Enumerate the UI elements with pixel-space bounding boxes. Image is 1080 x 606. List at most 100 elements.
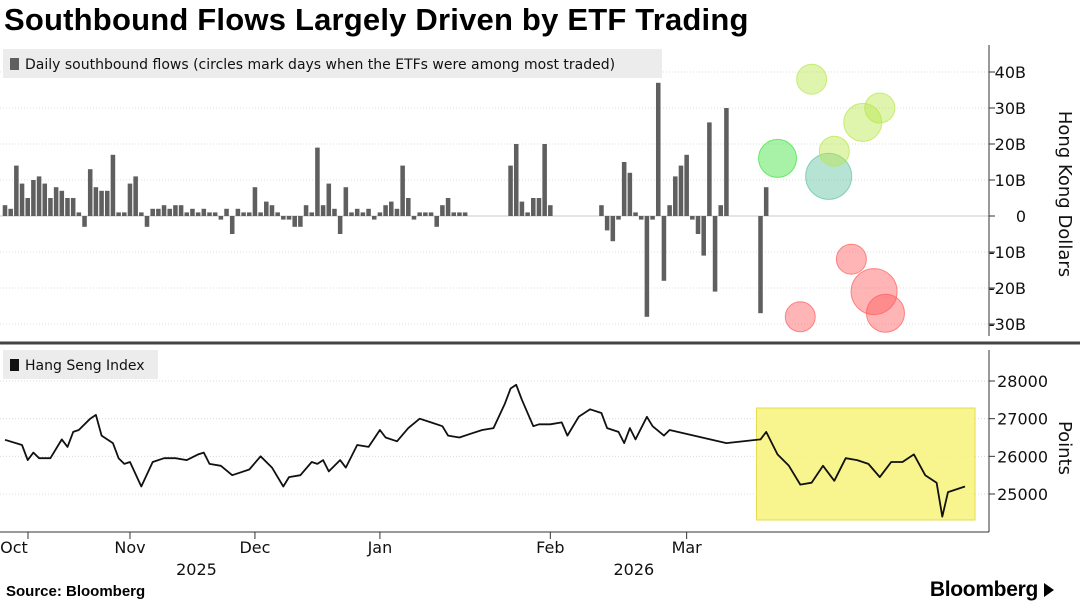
flow-bar bbox=[252, 187, 258, 216]
flow-bar bbox=[235, 208, 241, 216]
flow-bar bbox=[673, 176, 678, 216]
flow-bar bbox=[655, 82, 661, 216]
flow-bar bbox=[354, 208, 360, 216]
flow-bar bbox=[531, 198, 536, 216]
flow-bar bbox=[224, 208, 229, 216]
flow-bar bbox=[548, 205, 553, 216]
flow-bar bbox=[82, 216, 87, 227]
flow-bar bbox=[48, 198, 53, 216]
flow-bar bbox=[99, 190, 104, 216]
flow-bar bbox=[190, 208, 195, 216]
etf-circle-marker bbox=[818, 135, 850, 167]
flow-bar bbox=[457, 212, 462, 216]
flow-bar bbox=[275, 212, 280, 216]
top-legend-swatch bbox=[10, 58, 19, 70]
flow-bar bbox=[201, 208, 207, 216]
top-tick-label: 30B bbox=[995, 99, 1026, 118]
flow-bar bbox=[638, 216, 644, 220]
flow-bar bbox=[462, 212, 468, 216]
flow-bar bbox=[303, 205, 309, 216]
bottom-y-axis-label: Points bbox=[1054, 421, 1075, 475]
flow-bar bbox=[400, 165, 405, 216]
top-tick-label: -30B bbox=[989, 315, 1026, 334]
flow-bar bbox=[25, 198, 30, 216]
top-tick-label: 20B bbox=[995, 135, 1026, 154]
flow-bar bbox=[87, 169, 93, 216]
etf-circle-marker bbox=[850, 268, 898, 316]
month-label: Dec bbox=[239, 538, 270, 557]
top-tick-label: -10B bbox=[989, 243, 1026, 262]
legends: Daily southbound flows (circles mark day… bbox=[3, 49, 662, 379]
top-gridlines bbox=[0, 71, 989, 325]
flow-bar bbox=[229, 216, 235, 234]
flow-bar bbox=[110, 154, 116, 216]
etf-circle-marker bbox=[864, 92, 896, 124]
flow-bar bbox=[513, 144, 519, 216]
flow-bar bbox=[604, 216, 610, 231]
flow-bar bbox=[133, 176, 138, 216]
flow-bar bbox=[758, 216, 763, 314]
flow-bar bbox=[309, 212, 315, 216]
flow-bar bbox=[661, 216, 667, 281]
month-label: Mar bbox=[672, 538, 703, 557]
flow-bar bbox=[320, 205, 326, 216]
flow-bar bbox=[173, 205, 178, 216]
etf-circle-marker bbox=[835, 243, 867, 275]
flow-bar bbox=[610, 216, 616, 242]
flow-bar bbox=[286, 216, 292, 220]
flow-bar bbox=[633, 212, 638, 216]
hsi-highlight-box bbox=[756, 407, 976, 521]
brand-mark-icon bbox=[1044, 583, 1054, 597]
bottom-tick-label: 28000 bbox=[997, 372, 1048, 391]
flow-bar bbox=[122, 212, 127, 216]
flow-bar bbox=[599, 205, 604, 216]
flow-bar bbox=[519, 201, 525, 216]
flow-bar bbox=[377, 212, 383, 216]
flow-bar bbox=[70, 198, 76, 216]
top-tick-label: -20B bbox=[989, 279, 1026, 298]
flow-bar bbox=[144, 216, 150, 227]
top-tick-label: 0 bbox=[1016, 207, 1026, 226]
flow-bar bbox=[281, 216, 286, 220]
flow-bar bbox=[360, 212, 366, 216]
flow-bar bbox=[2, 205, 8, 216]
flow-bar bbox=[269, 205, 275, 216]
flow-bar bbox=[161, 205, 167, 216]
flow-bar bbox=[212, 212, 218, 216]
flow-bar bbox=[292, 216, 297, 227]
flow-bar bbox=[207, 212, 212, 216]
flow-bar bbox=[65, 198, 70, 216]
flow-bar bbox=[701, 216, 706, 256]
flow-bar bbox=[411, 216, 417, 220]
flow-bar bbox=[184, 212, 190, 216]
top-legend-label: Daily southbound flows (circles mark day… bbox=[25, 57, 615, 73]
flow-bar bbox=[371, 216, 377, 220]
flow-bar bbox=[150, 208, 155, 216]
hsi-line-group bbox=[4, 383, 966, 518]
flow-bar bbox=[536, 198, 542, 216]
month-label: Oct bbox=[0, 538, 28, 557]
flow-bar bbox=[525, 212, 530, 216]
flow-bar bbox=[678, 165, 684, 216]
flow-bar bbox=[451, 212, 457, 216]
flow-bar bbox=[445, 198, 451, 216]
flow-bar bbox=[627, 172, 633, 216]
bottom-tick-label: 26000 bbox=[997, 447, 1048, 466]
flow-bar bbox=[440, 205, 445, 216]
top-y-axis-label: Hong Kong Dollars bbox=[1054, 111, 1075, 277]
flow-bar bbox=[332, 208, 337, 216]
axes bbox=[0, 45, 1080, 539]
hsi-line bbox=[4, 383, 966, 518]
etf-circle-marker bbox=[796, 63, 828, 95]
flow-bar bbox=[315, 147, 320, 216]
flow-bar bbox=[337, 216, 343, 234]
flow-bar bbox=[167, 208, 173, 216]
bottom-legend-swatch bbox=[10, 359, 19, 371]
flow-bar bbox=[31, 180, 36, 216]
flow-bar bbox=[621, 162, 627, 216]
flow-bar bbox=[417, 212, 422, 216]
top-tick-label: 40B bbox=[995, 63, 1026, 82]
flow-bar bbox=[42, 183, 48, 216]
flow-bar bbox=[428, 212, 434, 216]
